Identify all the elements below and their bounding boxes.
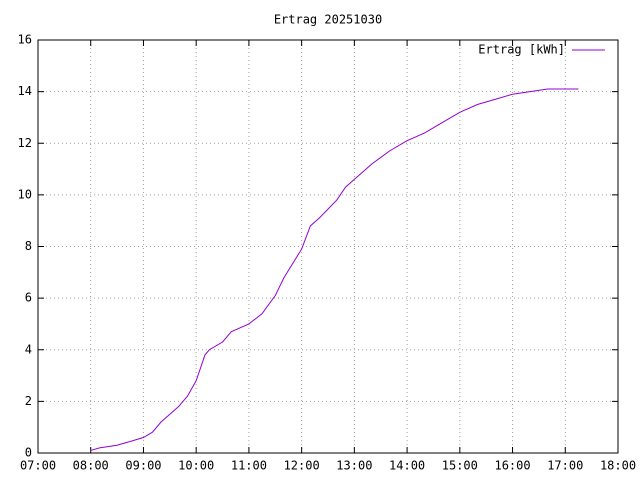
x-tick-label: 07:00 xyxy=(20,459,56,473)
y-tick-label: 8 xyxy=(25,239,32,253)
y-tick-label: 0 xyxy=(25,446,32,460)
x-tick-label: 11:00 xyxy=(231,459,267,473)
x-tick-label: 12:00 xyxy=(284,459,320,473)
x-tick-label: 16:00 xyxy=(494,459,530,473)
x-tick-label: 17:00 xyxy=(547,459,583,473)
x-tick-label: 13:00 xyxy=(336,459,372,473)
x-tick-label: 14:00 xyxy=(389,459,425,473)
chart-title: Ertrag 20251030 xyxy=(274,13,382,27)
x-tick-label: 10:00 xyxy=(178,459,214,473)
y-tick-label: 2 xyxy=(25,394,32,408)
y-tick-label: 6 xyxy=(25,291,32,305)
y-tick-label: 10 xyxy=(18,187,32,201)
legend-label: Ertrag [kWh] xyxy=(478,43,565,57)
x-tick-label: 08:00 xyxy=(73,459,109,473)
x-tick-label: 15:00 xyxy=(442,459,478,473)
data-line xyxy=(90,88,579,451)
plot-border xyxy=(37,39,619,454)
y-tick-label: 4 xyxy=(25,342,32,356)
y-tick-label: 12 xyxy=(18,136,32,150)
y-tick-label: 16 xyxy=(18,33,32,47)
x-tick-label: 09:00 xyxy=(125,459,161,473)
y-tick-label: 14 xyxy=(18,84,32,98)
x-tick-label: 18:00 xyxy=(600,459,636,473)
